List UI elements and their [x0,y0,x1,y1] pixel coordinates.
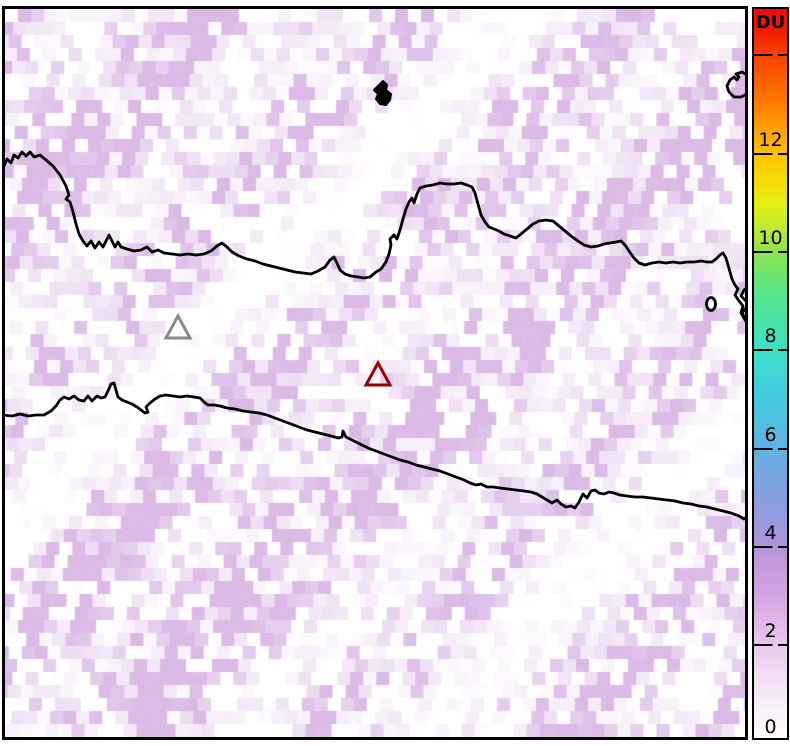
colorbar-tick-label: 2 [764,620,777,642]
colorbar: DU 12 10 8 6 4 2 0 [752,7,789,740]
colorbar-tick [754,546,787,548]
colorbar-tick-label: 4 [764,522,777,544]
retrieval-noise-layer [5,9,745,737]
colorbar-tick-label: 10 [758,227,783,249]
colorbar-tick [754,448,787,450]
colorbar-tick [754,251,787,253]
map-plot-area [2,6,748,740]
colorbar-tick [754,349,787,351]
colorbar-tick [754,54,787,56]
colorbar-tick-label: 8 [764,325,777,347]
colorbar-tick [754,644,787,646]
colorbar-tick [754,153,787,155]
colorbar-unit-label: DU [755,12,786,33]
colorbar-tick-label: 0 [764,716,777,738]
colorbar-tick-label: 6 [764,424,777,446]
colorbar-tick-label: 12 [758,129,783,151]
